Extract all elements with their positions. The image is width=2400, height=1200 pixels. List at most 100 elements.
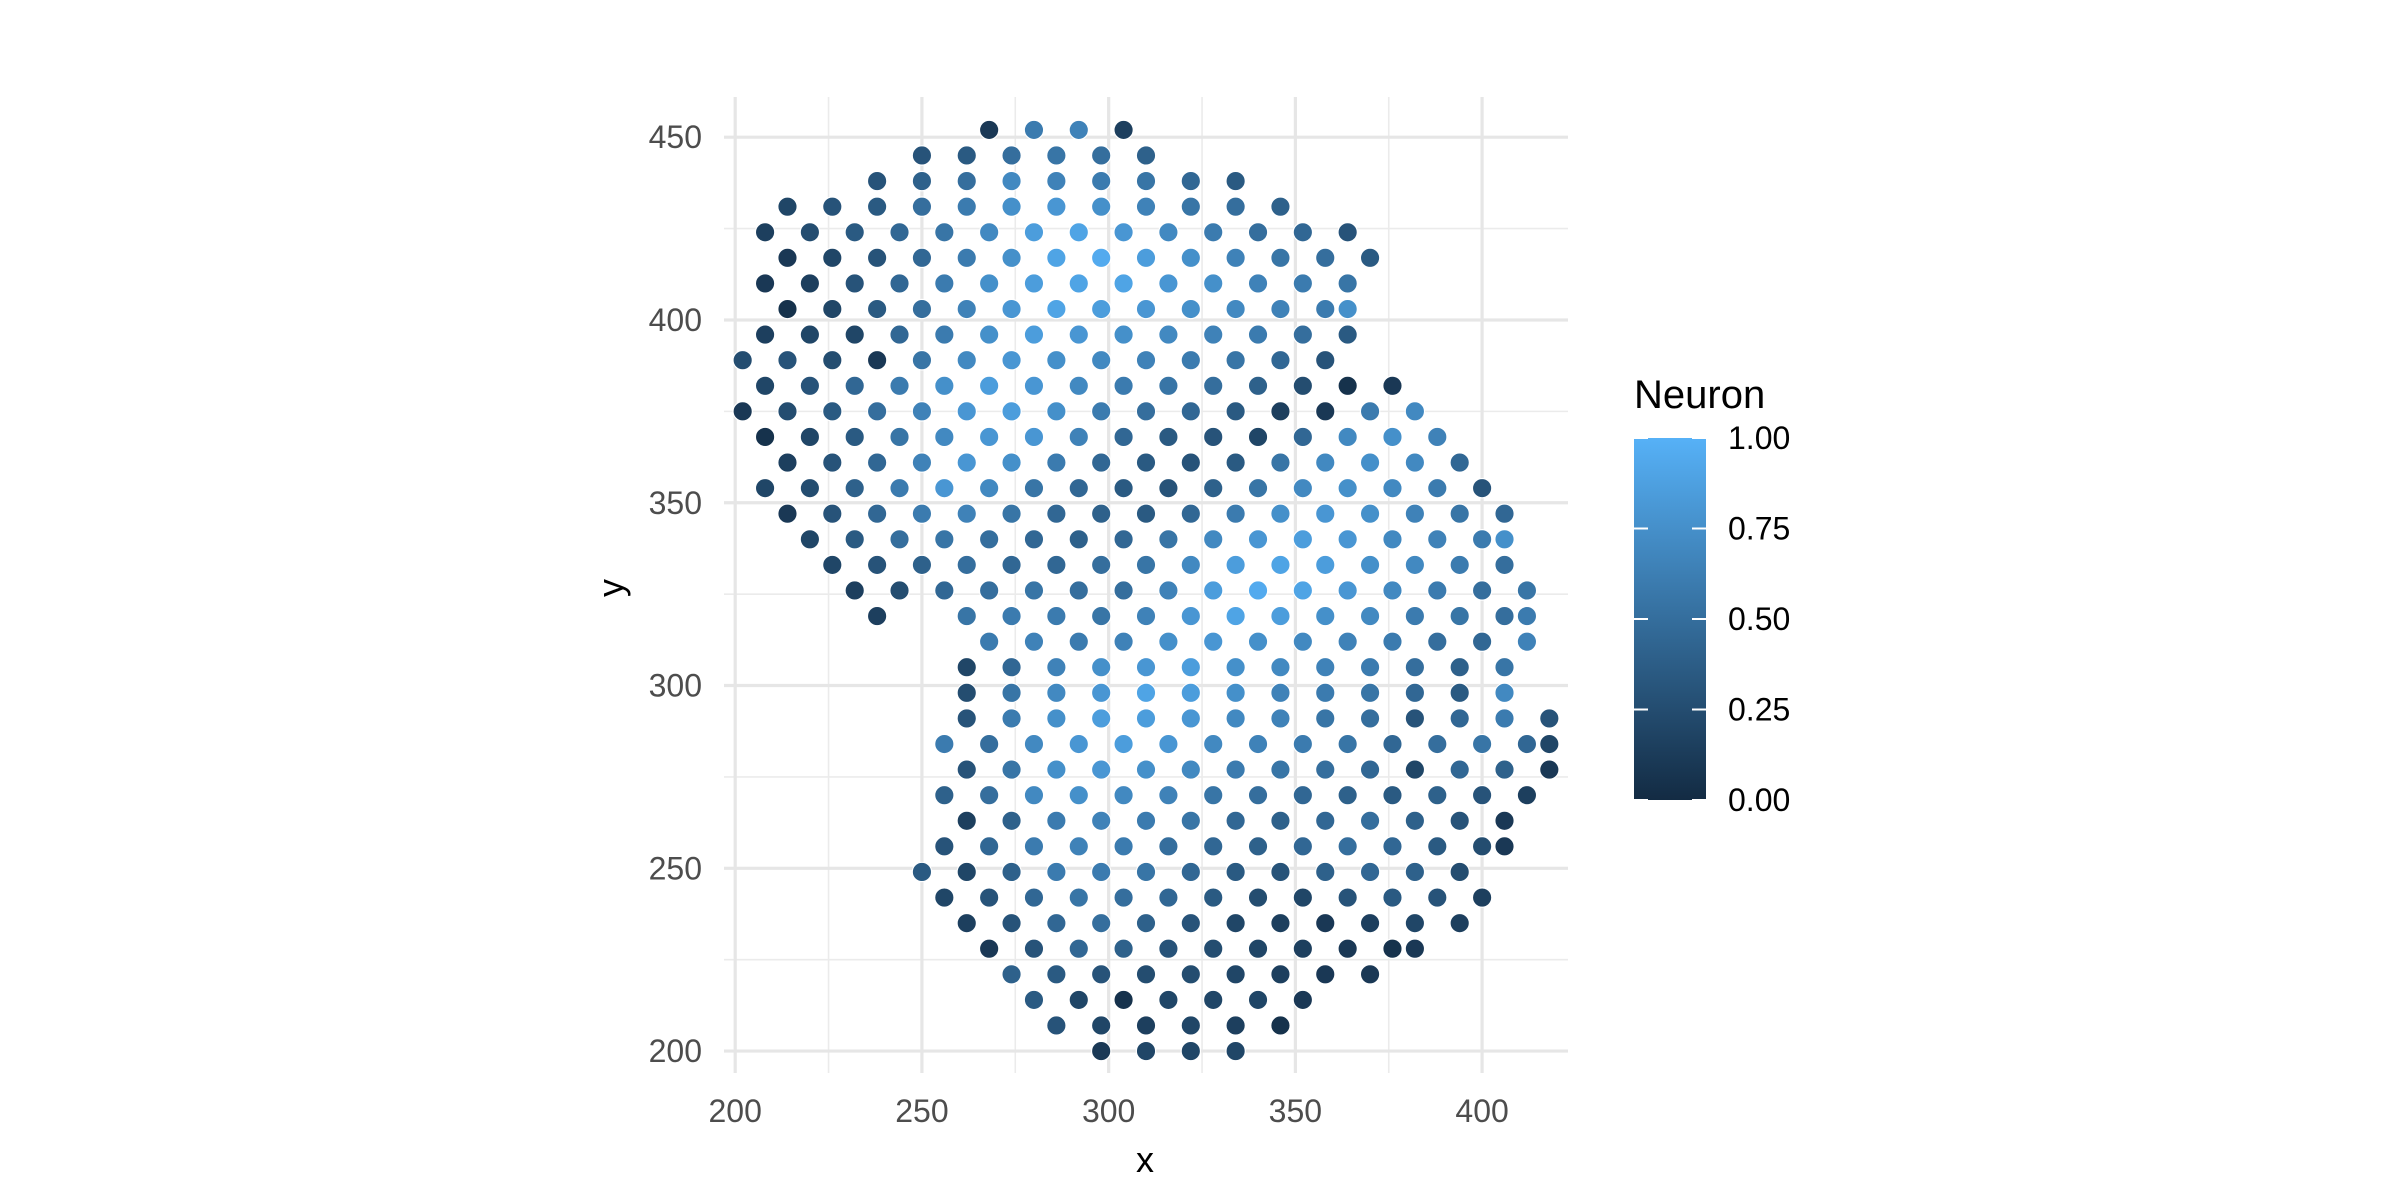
data-point	[1023, 426, 1045, 448]
data-point	[956, 682, 978, 704]
data-point	[1247, 324, 1269, 345]
data-point	[1001, 964, 1022, 985]
data-point	[1225, 605, 1246, 627]
data-point	[1247, 221, 1269, 243]
data-point	[1225, 554, 1246, 576]
data-point	[1225, 298, 1246, 320]
data-point	[934, 580, 955, 601]
data-point	[978, 529, 1000, 550]
data-point	[1068, 375, 1090, 397]
data-point	[1202, 477, 1224, 499]
data-point	[866, 349, 888, 371]
x-tick-label: 200	[709, 1093, 762, 1129]
y-tick-label: 400	[649, 302, 702, 338]
data-point	[889, 221, 910, 243]
data-point	[1427, 529, 1448, 550]
data-point	[1292, 375, 1314, 397]
data-point	[1292, 273, 1314, 294]
data-point	[1046, 298, 1067, 320]
data-point	[1046, 708, 1067, 729]
data-point	[1158, 887, 1179, 908]
legend-tick-label: 1.00	[1728, 420, 1790, 456]
data-point	[1090, 298, 1112, 320]
data-point	[1046, 759, 1067, 780]
data-point	[1046, 196, 1067, 217]
data-point	[1292, 426, 1314, 448]
data-point	[1090, 349, 1112, 371]
data-point	[1471, 631, 1493, 652]
legend-title: Neuron	[1634, 373, 1765, 417]
data-point	[1113, 733, 1134, 755]
data-point	[1113, 887, 1134, 908]
data-point	[1001, 759, 1022, 780]
data-point	[1270, 554, 1291, 576]
data-point	[1314, 656, 1336, 678]
data-point	[1046, 503, 1067, 524]
data-point	[1068, 938, 1090, 959]
data-point	[1023, 836, 1045, 857]
data-point	[1404, 503, 1426, 524]
x-axis-tick-labels: 200 250 300 350 400	[709, 1093, 1509, 1129]
data-point	[1404, 759, 1426, 780]
legend-tick-marks	[1634, 437, 1706, 801]
data-point	[1516, 631, 1538, 652]
data-point	[1314, 861, 1336, 883]
data-point	[1068, 273, 1090, 294]
legend-tick-label: 0.00	[1728, 782, 1790, 818]
data-point	[1449, 554, 1470, 576]
data-point	[1449, 708, 1470, 729]
data-point	[956, 145, 978, 166]
data-point	[1494, 554, 1515, 576]
data-point	[866, 401, 888, 422]
legend-tick-labels: 1.00 0.75 0.50 0.25 0.00	[1728, 420, 1790, 818]
data-point	[844, 324, 865, 345]
data-point	[1023, 887, 1045, 908]
data-point	[754, 426, 776, 448]
data-point	[1113, 529, 1134, 550]
data-point	[1225, 1040, 1246, 1062]
data-point	[978, 324, 1000, 345]
data-point	[1180, 196, 1202, 217]
data-point	[1090, 656, 1112, 678]
data-point	[799, 221, 821, 243]
data-point	[1202, 375, 1224, 397]
data-point	[1382, 529, 1403, 550]
data-point	[1158, 784, 1179, 806]
data-point	[978, 836, 1000, 857]
data-point	[1202, 529, 1224, 550]
data-point	[1113, 836, 1134, 857]
data-point	[934, 836, 955, 857]
data-point	[1090, 452, 1112, 473]
data-point	[1068, 426, 1090, 448]
y-tick-label: 450	[649, 119, 702, 155]
data-point	[1001, 145, 1022, 166]
data-point	[1449, 503, 1470, 524]
data-point	[1180, 298, 1202, 320]
data-point	[1135, 1015, 1157, 1036]
data-point	[1314, 298, 1336, 320]
data-point	[822, 452, 843, 473]
data-point	[1202, 938, 1224, 959]
data-point	[1471, 529, 1493, 550]
data-point	[1202, 221, 1224, 243]
data-point	[934, 477, 955, 499]
data-point	[1225, 196, 1246, 217]
data-point	[1359, 503, 1381, 524]
data-point	[1090, 1040, 1112, 1062]
data-point	[1202, 426, 1224, 448]
data-point	[1449, 861, 1470, 883]
data-point	[1270, 196, 1291, 217]
data-point	[1090, 554, 1112, 576]
data-point	[1202, 631, 1224, 652]
data-point	[1270, 682, 1291, 704]
data-point	[1382, 631, 1403, 652]
data-point	[1516, 784, 1538, 806]
data-point	[1471, 887, 1493, 908]
data-point	[934, 426, 955, 448]
data-point	[1180, 401, 1202, 422]
data-point	[777, 401, 798, 422]
data-point	[1314, 682, 1336, 704]
data-point	[822, 196, 843, 217]
data-point	[1202, 324, 1224, 345]
data-point	[1225, 810, 1246, 832]
